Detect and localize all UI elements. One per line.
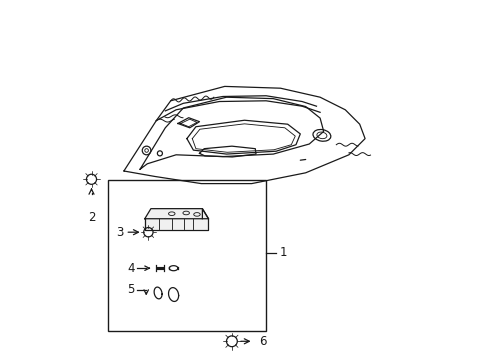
Bar (107, 180, 265, 331)
Text: 1: 1 (279, 246, 286, 259)
Text: 2: 2 (87, 211, 95, 224)
Text: 5: 5 (127, 283, 134, 296)
Text: 4: 4 (127, 262, 134, 275)
Polygon shape (144, 209, 208, 230)
Text: 6: 6 (258, 335, 266, 348)
Text: 3: 3 (116, 226, 123, 239)
